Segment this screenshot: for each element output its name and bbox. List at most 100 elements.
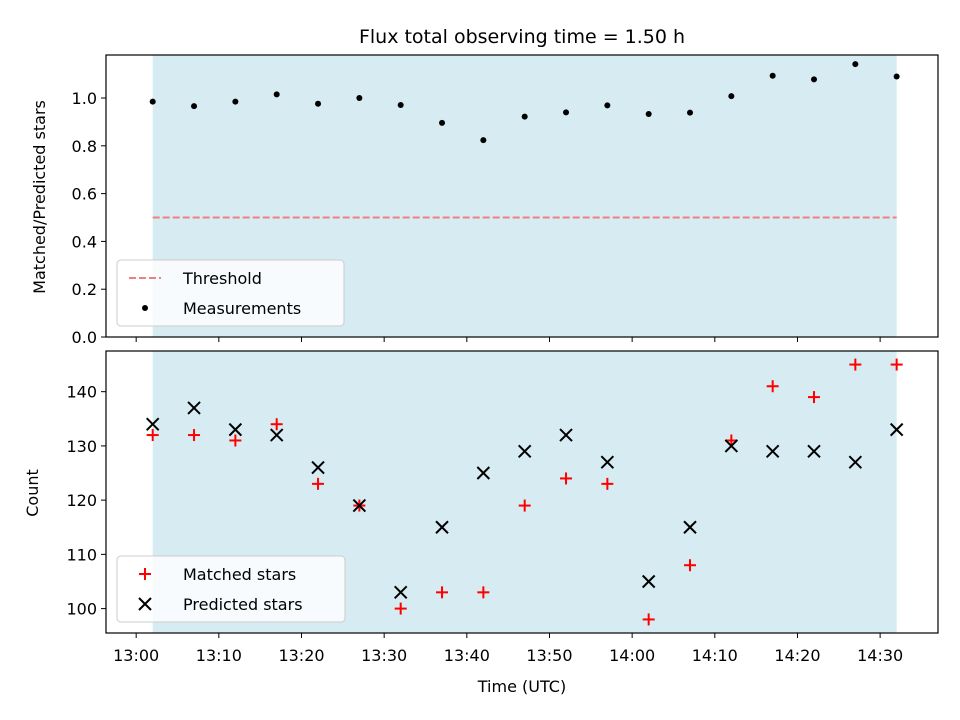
legend-label-threshold: Threshold — [182, 269, 262, 288]
x-tick-label-0: 13:00 — [113, 646, 159, 665]
bottom-y-tick-label-2: 120 — [66, 491, 97, 510]
legend-measurement-swatch — [142, 305, 148, 311]
predicted-point-b — [352, 498, 367, 513]
measurement-point — [232, 98, 239, 105]
bottom-y-tick-label-0: 100 — [66, 600, 97, 619]
measurement-point — [439, 119, 446, 126]
matched-point — [188, 429, 201, 442]
x-tick-label-2: 13:20 — [278, 646, 324, 665]
matched-point — [146, 429, 159, 442]
measurement-point — [397, 101, 404, 108]
chart-title: Flux total observing time = 1.50 h — [359, 26, 685, 48]
top-y-axis-label: Matched/Predicted stars — [30, 100, 49, 294]
matched-point — [477, 586, 490, 599]
predicted-point — [476, 466, 491, 480]
top-y-tick-label-4: 0.8 — [72, 137, 97, 156]
predicted-point — [145, 417, 160, 431]
top-axes-frame — [105, 54, 939, 338]
x-tick-label-7: 14:10 — [692, 646, 738, 665]
measurement-point — [480, 137, 487, 144]
measurement-point — [315, 100, 322, 107]
legend-label-predicted-stars: Predicted stars — [183, 595, 303, 614]
x-tick-label-6: 14:00 — [609, 646, 655, 665]
predicted-point-b — [311, 460, 325, 475]
matched-point — [560, 472, 573, 485]
predicted-point-b — [559, 428, 573, 442]
matched-point — [601, 477, 614, 490]
predicted-point-b — [641, 574, 656, 589]
predicted-point-b — [145, 417, 160, 431]
predicted-point — [807, 444, 821, 459]
top-panel: 0.0 0.2 0.4 0.6 0.8 1.0 Threshold Measurements — [72, 54, 939, 347]
predicted-point-b — [187, 401, 201, 415]
measurement-point — [645, 111, 652, 118]
bottom-y-tick-label-3: 130 — [66, 437, 97, 456]
matched-point — [270, 418, 283, 431]
top-legend-box — [116, 259, 345, 327]
x-tick-label-8: 14:20 — [774, 646, 820, 665]
predicted-point — [641, 574, 656, 589]
predicted-point — [352, 498, 367, 513]
matched-point — [725, 434, 738, 447]
predicted-point — [269, 428, 284, 442]
x-tick-label-1: 13:10 — [196, 646, 242, 665]
top-y-tick-label-5: 1.0 — [72, 89, 97, 108]
predicted-point-b — [269, 428, 284, 442]
matched-point — [642, 613, 655, 626]
bottom-legend-box — [116, 555, 346, 623]
predicted-point — [187, 401, 201, 415]
measurement-point — [149, 98, 156, 105]
x-tick-label-5: 13:50 — [526, 646, 572, 665]
predicted-point-b — [889, 422, 904, 437]
top-y-tick-label-2: 0.4 — [72, 232, 97, 251]
predicted-point — [517, 444, 532, 459]
measurement-point — [273, 91, 280, 98]
matched-point — [436, 586, 449, 599]
measurement-point — [893, 73, 900, 80]
predicted-point-b — [765, 444, 780, 459]
predicted-point — [435, 520, 449, 534]
predicted-point — [559, 428, 573, 442]
predicted-point — [311, 460, 325, 475]
measurement-point — [604, 102, 611, 109]
x-axis-label: Time (UTC) — [477, 677, 566, 696]
predicted-point-b — [600, 455, 615, 469]
predicted-point-b — [724, 439, 739, 453]
top-y-tick-label-1: 0.2 — [72, 280, 97, 299]
matched-point — [394, 602, 407, 615]
bottom-axes-frame — [105, 350, 939, 634]
matched-point — [808, 391, 821, 404]
predicted-point-b — [393, 585, 408, 600]
x-axis: 13:00 13:10 13:20 13:30 13:40 13:50 14:00 14:10… — [113, 646, 903, 665]
top-y-tick-label-3: 0.6 — [72, 185, 97, 204]
bottom-legend: Matched stars Predicted stars — [116, 555, 346, 623]
matched-point — [684, 559, 697, 572]
measurement-point — [852, 61, 859, 68]
measurement-point — [811, 76, 818, 83]
matched-point — [518, 499, 531, 512]
predicted-point-b — [517, 444, 532, 459]
predicted-point — [889, 422, 904, 437]
x-tick-label-3: 13:30 — [361, 646, 407, 665]
bottom-y-tick-label-1: 110 — [66, 545, 97, 564]
predicted-point-b — [476, 466, 491, 480]
predicted-point — [228, 422, 243, 437]
predicted-point — [848, 455, 863, 469]
predicted-point — [683, 520, 697, 534]
predicted-point-b — [228, 422, 243, 437]
matched-point — [312, 477, 325, 490]
predicted-point — [724, 439, 739, 453]
predicted-point-b — [807, 444, 821, 459]
bottom-y-tick-label-4: 140 — [66, 383, 97, 402]
predicted-point — [393, 585, 408, 600]
matched-point — [229, 434, 242, 447]
top-y-tick-label-0: 0.0 — [72, 328, 97, 347]
measurement-point — [728, 93, 735, 100]
predicted-point — [765, 444, 780, 459]
measurement-point — [356, 95, 363, 102]
measurement-point — [191, 103, 198, 110]
predicted-point-b — [435, 520, 449, 534]
predicted-point — [600, 455, 615, 469]
legend-label-matched-stars: Matched stars — [183, 565, 296, 584]
measurement-point — [769, 72, 776, 79]
